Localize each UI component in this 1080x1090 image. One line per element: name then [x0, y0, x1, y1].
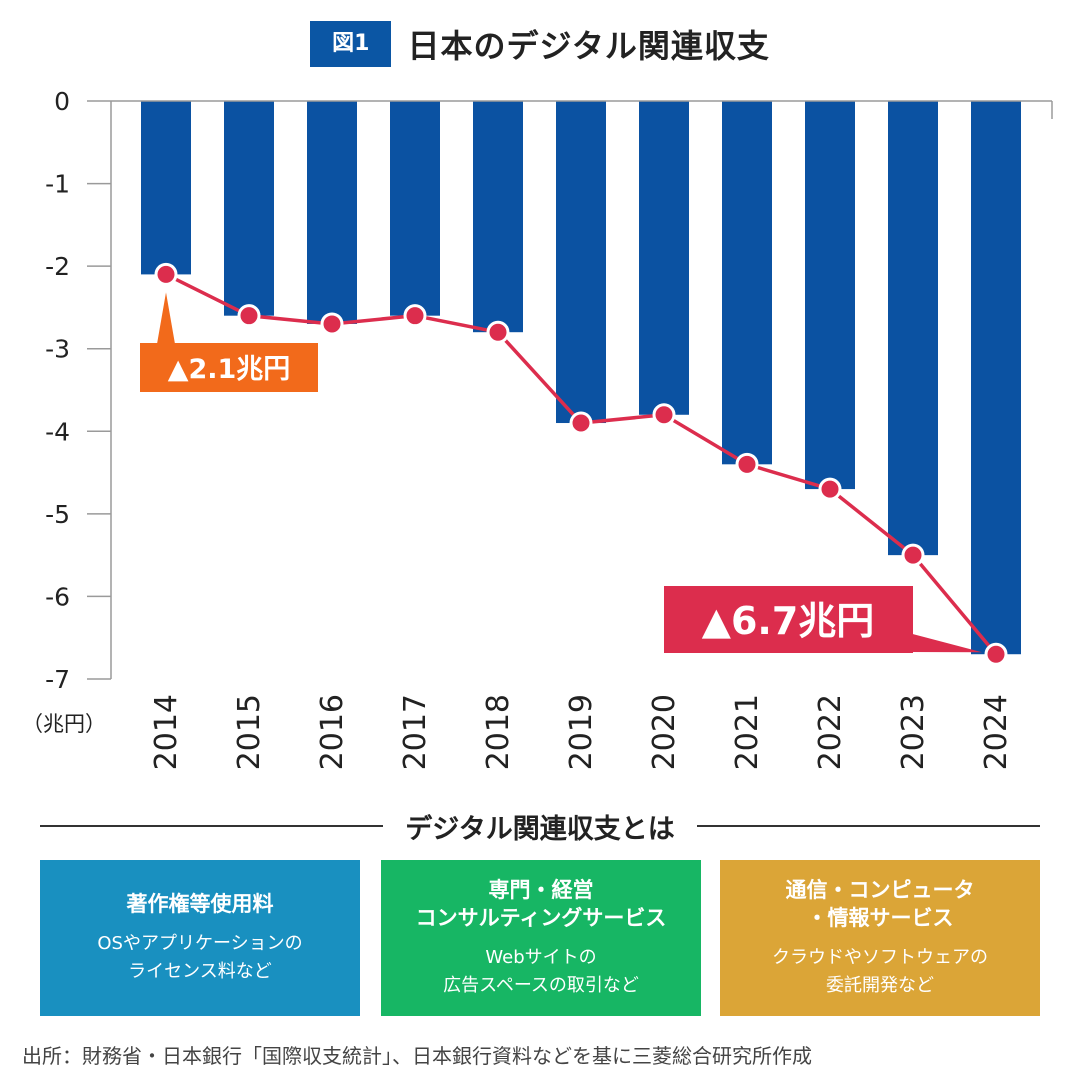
- trend-line: [154, 262, 1008, 666]
- x-tick-label: 2023: [896, 694, 931, 770]
- bar-2020: [639, 101, 689, 415]
- y-tick-label: -2: [45, 252, 70, 281]
- definition-heading: デジタル関連収支とは: [405, 813, 675, 845]
- x-tick-label: 2021: [730, 694, 765, 770]
- bar-2014: [141, 101, 191, 275]
- annotation-min: ▲2.1兆円: [140, 292, 318, 392]
- point-2016: [320, 312, 344, 336]
- annotations: ▲2.1兆円 ▲6.7兆円: [140, 292, 982, 653]
- box-description: OSやアプリケーションの ライセンス料など: [97, 933, 303, 982]
- bar-2022: [805, 101, 855, 490]
- axes: 0 -1 -2 -3 -4 -5 -6 -7 （兆円） 2014 2015 2016 2017 2018 2…: [22, 87, 1053, 770]
- bar-2023: [888, 101, 938, 556]
- bar-2024: [971, 101, 1021, 655]
- bar-2017: [390, 101, 440, 316]
- bar-2021: [722, 101, 772, 465]
- y-tick-label: -3: [45, 335, 70, 364]
- chart-title-area: 図1 日本のデジタル関連収支: [0, 18, 1080, 70]
- y-tick-label: -5: [45, 500, 70, 529]
- annotation-label: ▲6.7兆円: [702, 599, 875, 643]
- point-2021: [735, 452, 759, 476]
- x-tick-label: 2016: [315, 694, 350, 770]
- annotation-pointer: [905, 632, 982, 653]
- x-tick-label: 2024: [979, 694, 1014, 770]
- x-tick-label: 2019: [564, 694, 599, 770]
- figure-badge: 図1: [310, 21, 392, 67]
- point-2018: [486, 320, 510, 344]
- box-title: 通信・コンピュータ ・情報サービス: [785, 878, 975, 930]
- definition-box-copyright: 著作権等使用料 OSやアプリケーションの ライセンス料など: [40, 860, 360, 1016]
- annotation-label: ▲2.1兆円: [168, 354, 291, 385]
- point-2024: [984, 642, 1008, 666]
- divider-right: [696, 825, 1040, 827]
- bar-2015: [224, 101, 274, 316]
- definition-box-it-services: 通信・コンピュータ ・情報サービス クラウドやソフトウェアの 委託開発など: [720, 860, 1040, 1016]
- definition-header: デジタル関連収支とは: [40, 804, 1040, 848]
- x-tick-label: 2015: [232, 694, 267, 770]
- y-tick-label: -7: [45, 665, 70, 694]
- definition-box-consulting: 専門・経営 コンサルティングサービス Webサイトの 広告スペースの取引など: [381, 860, 701, 1016]
- bar-2016: [307, 101, 357, 324]
- annotation-box: [664, 586, 913, 653]
- annotation-pointer: [157, 292, 175, 344]
- point-2020: [652, 403, 676, 427]
- source-note: 出所：財務省・日本銀行「国際収支統計」、日本銀行資料などを基に三菱総合研究所作成: [22, 1044, 812, 1068]
- x-tick-label: 2014: [149, 694, 184, 770]
- point-2015: [237, 304, 261, 328]
- x-tick-label: 2022: [813, 694, 848, 770]
- point-2017: [403, 304, 427, 328]
- box-description: Webサイトの 広告スペースの取引など: [443, 947, 639, 996]
- bar-2018: [473, 101, 523, 333]
- y-tick-label: 0: [54, 87, 70, 116]
- point-2023: [901, 543, 925, 567]
- bar-2019: [556, 101, 606, 424]
- y-tick-label: -6: [45, 582, 70, 611]
- box-description: クラウドやソフトウェアの 委託開発など: [772, 947, 988, 996]
- chart-title: 日本のデジタル関連収支: [407, 27, 770, 65]
- point-2022: [818, 477, 842, 501]
- bars: [141, 101, 1021, 655]
- y-tick-label: -4: [45, 417, 70, 446]
- point-2014: [154, 262, 178, 286]
- chart: 0 -1 -2 -3 -4 -5 -6 -7 （兆円） 2014 2015 2016 2017 2018 2…: [22, 87, 1053, 770]
- x-tick-label: 2020: [647, 694, 682, 770]
- x-tick-label: 2018: [481, 694, 516, 770]
- y-tick-label: -1: [45, 170, 70, 199]
- box-title: 著作権等使用料: [126, 892, 274, 916]
- divider-left: [40, 825, 384, 827]
- annotation-box: [140, 343, 318, 392]
- point-2019: [569, 411, 593, 435]
- annotation-max: ▲6.7兆円: [664, 586, 982, 653]
- unit-label: （兆円）: [22, 712, 106, 736]
- x-tick-label: 2017: [398, 694, 433, 770]
- box-title: 専門・経営 コンサルティングサービス: [415, 878, 667, 930]
